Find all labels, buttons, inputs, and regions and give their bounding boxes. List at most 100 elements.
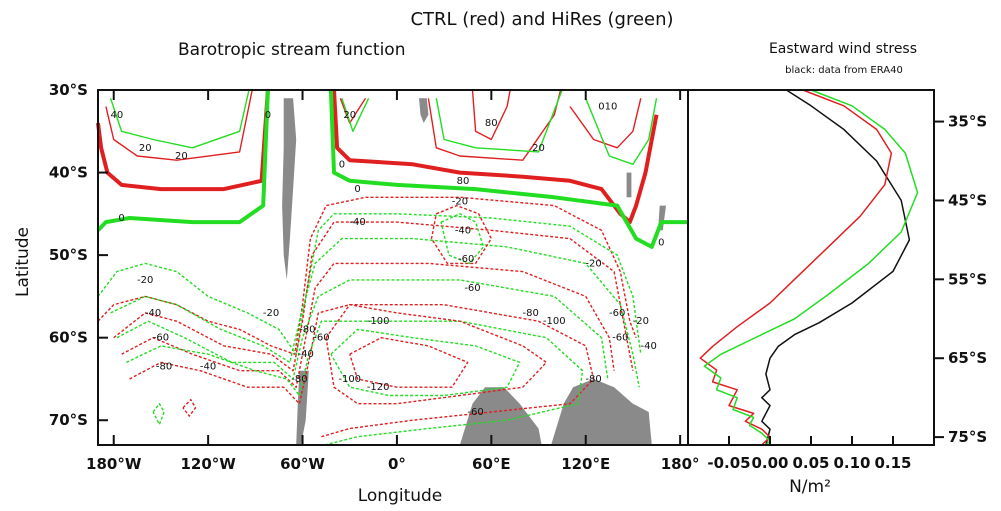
map-ticks: 180°W 120°W 60°W 0° 60°E 120°E 180° 30°S 40°S 50°… [49, 81, 700, 473]
land-patch-1 [296, 370, 309, 445]
map-ytick-label-3: 60°S [49, 329, 88, 347]
contour-label-32: -20 [633, 316, 649, 327]
wind-xtick-label-0: -0.05 [707, 454, 750, 472]
wind-xtick-label-2: 0.05 [792, 454, 829, 472]
contour-label-12: 0 [658, 238, 664, 249]
contour-label-8: 0 [354, 184, 360, 195]
wind-ytick-label-1: 45°S [948, 191, 987, 209]
contour-ctrl-21 [325, 304, 548, 405]
contour-label-5: 80 [485, 118, 498, 129]
wind-title: Eastward wind stress [769, 41, 917, 57]
map-xlabel: Longitude [358, 486, 443, 506]
contour-hires-14 [97, 213, 642, 355]
map-contour-labels: 40 20 20 0 20 80 010 0 0 80 20 0 0 -40 -20 -40 -60 -60 -20… [111, 102, 665, 419]
map-xtick-label-0: 180°W [86, 455, 142, 473]
contour-hires-22 [330, 328, 521, 397]
contour-label-2: 20 [175, 151, 188, 162]
wind-series-hires [703, 89, 919, 446]
contour-label-21: -60 [153, 333, 169, 344]
contour-label-20: -40 [145, 308, 161, 319]
wind-xlabel-text: N/m² [789, 477, 831, 497]
contour-ctrl-0 [96, 89, 270, 192]
contour-ctrl-19 [129, 304, 595, 438]
map-xtick-label-5: 120°E [561, 455, 610, 473]
wind-series-era40 [761, 89, 911, 446]
map-xtick-label-2: 60°W [280, 455, 325, 473]
contour-label-27: -40 [298, 349, 314, 360]
contour-label-1: 20 [139, 143, 152, 154]
contour-hires-7 [341, 97, 370, 132]
contour-ctrl-4 [105, 89, 253, 161]
map-ylabel: Latitude [13, 227, 33, 297]
contour-label-4: 20 [343, 110, 356, 121]
contour-hires-18 [116, 279, 609, 380]
contour-ctrl-10 [471, 89, 511, 141]
figure-title: CTRL (red) and HiRes (green) [410, 9, 673, 30]
contour-label-34: -60 [612, 333, 628, 344]
map-xtick-label-1: 120°W [180, 455, 236, 473]
contour-label-18: -20 [585, 258, 601, 269]
contour-label-38: -60 [467, 407, 483, 418]
wind-xtick-label-4: 0.15 [874, 454, 911, 472]
wind-lines [699, 89, 919, 446]
contour-hires-9 [435, 89, 563, 153]
wind-ytick-label-3: 65°S [948, 349, 987, 367]
contour-label-17: -60 [464, 283, 480, 294]
contour-label-39: -80 [291, 374, 307, 385]
wind-series-ctrl [699, 89, 893, 446]
contour-hires-5 [109, 89, 250, 149]
land-patch-3 [626, 172, 632, 198]
land-patch-2 [419, 98, 429, 123]
wind-xtick-label-1: 0.00 [751, 454, 788, 472]
contour-label-24: -20 [263, 308, 279, 319]
contour-label-16: -60 [458, 254, 474, 265]
contour-ctrl-8 [427, 89, 562, 161]
contour-label-29: -80 [523, 308, 539, 319]
contour-label-23: -40 [200, 362, 216, 373]
contour-label-25: -80 [299, 324, 315, 335]
contour-label-14: -20 [452, 197, 468, 208]
contour-label-26: -60 [313, 333, 329, 344]
contour-label-6: 010 [598, 102, 617, 113]
contour-label-30: -100 [543, 316, 566, 327]
wind-xlabel: N/m² [789, 477, 831, 497]
contour-label-11: 0 [118, 213, 124, 224]
contour-label-28: -100 [367, 316, 390, 327]
contour-label-19: -20 [137, 275, 153, 286]
land-patch-0 [282, 98, 297, 280]
wind-ytick-label-0: 35°S [948, 113, 987, 131]
contour-label-0: 40 [111, 110, 124, 121]
contour-label-22: -80 [156, 362, 172, 373]
wind-xtick-label-3: 0.10 [833, 454, 870, 472]
contour-label-33: -40 [641, 341, 657, 352]
contour-label-10: 20 [532, 143, 545, 154]
map-xtick-label-6: 180° [661, 455, 700, 473]
contour-label-37: -120 [367, 382, 390, 393]
map-contours [96, 89, 688, 446]
wind-ticks: -0.05 0.00 0.05 0.10 0.15 35°S 45°S 55°S 65°S 75°… [707, 113, 987, 472]
map-land [282, 98, 666, 445]
contour-hires-2 [96, 89, 270, 232]
contour-label-13: -40 [349, 217, 365, 228]
map-ytick-label-1: 40°S [49, 164, 88, 182]
land-patch-5 [459, 387, 542, 445]
wind-ytick-label-4: 75°S [948, 428, 987, 446]
contour-hires-26 [152, 403, 165, 426]
contour-label-31: -60 [609, 308, 625, 319]
wind-subtitle: black: data from ERA40 [785, 65, 903, 76]
land-patch-6 [551, 379, 652, 445]
map-ytick-label-2: 50°S [49, 246, 88, 264]
contour-label-36: -100 [338, 374, 361, 385]
contour-ctrl-17 [121, 262, 615, 388]
contour-ctrl-27 [182, 398, 197, 417]
contour-label-15: -40 [455, 225, 471, 236]
contour-hires-12 [585, 98, 658, 165]
contour-label-7: 0 [339, 159, 345, 170]
contour-ctrl-24 [430, 204, 492, 265]
map-xtick-label-4: 60°E [472, 455, 511, 473]
contour-hires-25 [440, 213, 485, 265]
map-title: Barotropic stream function [178, 40, 405, 60]
contour-ctrl-23 [349, 337, 469, 388]
map-ytick-label-0: 30°S [49, 81, 88, 99]
